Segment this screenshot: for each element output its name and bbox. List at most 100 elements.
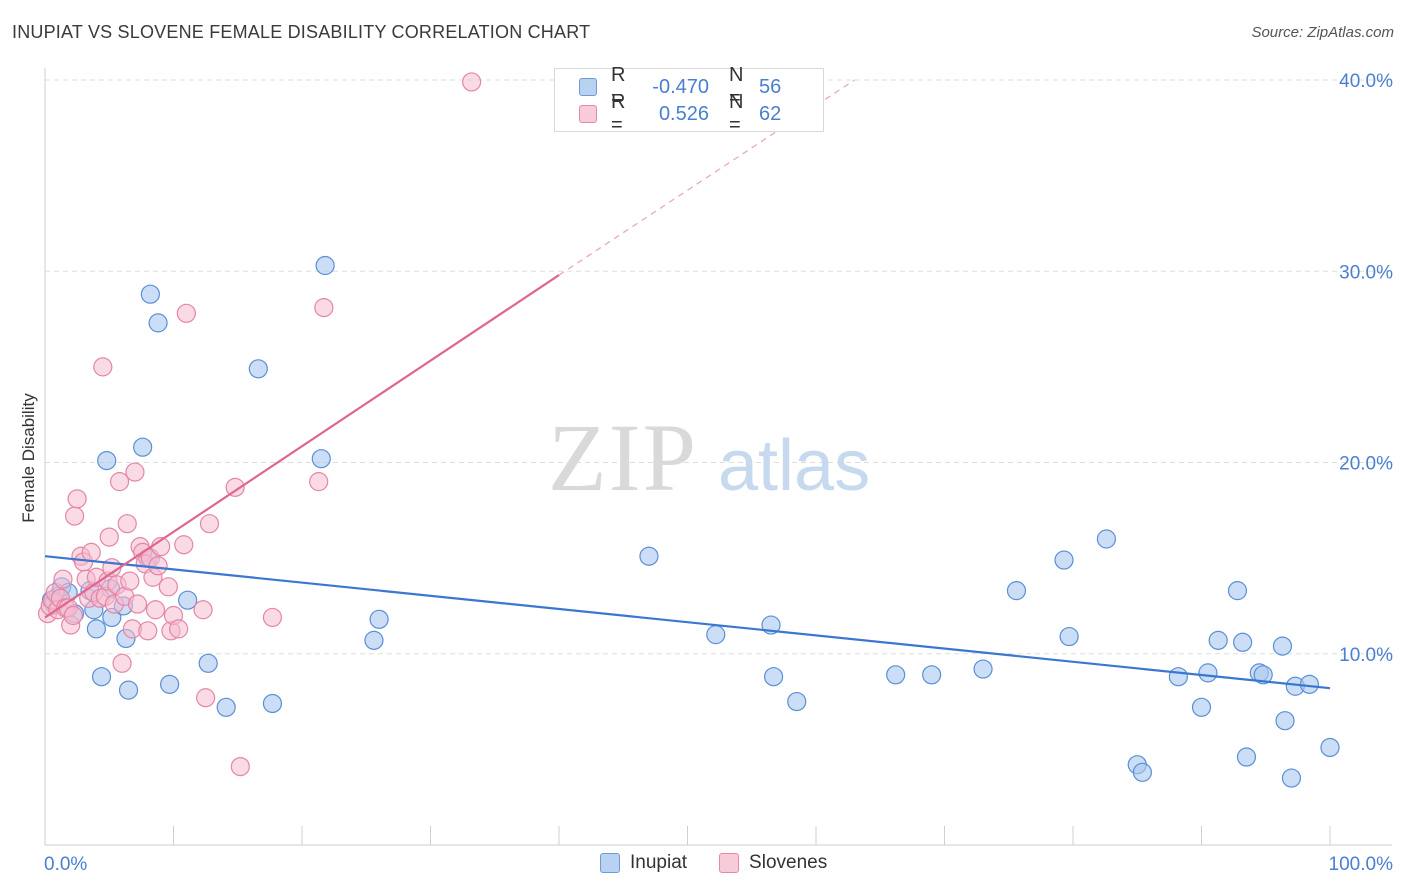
y-axis-label: Female Disability	[19, 393, 38, 523]
slovenes-point	[262, 607, 283, 628]
slovenes-point	[109, 472, 130, 492]
inupiat-point	[763, 667, 784, 687]
inupiat-point	[1233, 632, 1253, 652]
n-label: N =	[729, 64, 744, 109]
inupiat-point	[787, 691, 807, 712]
inupiat-point	[1198, 663, 1218, 683]
slovenes-point	[314, 297, 334, 318]
slovenes-trend-line	[44, 274, 560, 619]
watermark-atlas: atlas	[718, 426, 870, 506]
inupiat-point	[1253, 665, 1273, 685]
inupiat-r-value: -0.470	[652, 75, 709, 98]
inupiat-swatch	[579, 78, 597, 96]
slovenes-trend-extension	[558, 79, 855, 276]
slovenes-point	[169, 619, 189, 639]
inupiat-point	[364, 630, 384, 650]
inupiat-point	[639, 546, 659, 566]
slovenes-points	[37, 72, 482, 777]
inupiat-point	[160, 674, 180, 694]
inupiat-point	[706, 625, 726, 645]
slovenes-point	[176, 303, 196, 323]
inupiat-point	[315, 255, 335, 276]
inupiat-point	[262, 693, 283, 714]
inupiat-point	[1059, 626, 1079, 647]
slovenes-n-value: 62	[759, 102, 782, 125]
x-tick-label: 0.0%	[44, 854, 87, 875]
y-tick-label: 10.0%	[1339, 645, 1393, 666]
inupiat-point	[973, 659, 993, 679]
slovenes-point	[81, 542, 101, 562]
inupiat-point	[133, 437, 153, 457]
inupiat-point	[922, 665, 942, 685]
slovenes-point	[120, 571, 140, 591]
inupiat-point	[216, 697, 236, 717]
inupiat-point	[118, 680, 139, 700]
slovenes-point	[158, 577, 178, 597]
slovenes-swatch	[719, 853, 740, 873]
inupiat-point	[1096, 529, 1117, 549]
slovenes-point	[127, 594, 148, 614]
slovenes-point	[117, 514, 137, 534]
inupiat-point	[178, 590, 198, 610]
slovenes-point	[67, 489, 87, 509]
x-tick-label: 100.0%	[1329, 854, 1394, 875]
slovenes-point	[462, 72, 482, 92]
slovenes-point	[309, 472, 329, 492]
n-label: N =	[729, 91, 744, 136]
slovenes-point	[196, 688, 216, 708]
inupiat-point	[886, 665, 906, 685]
slovenes-point	[145, 600, 166, 620]
y-tick-label: 30.0%	[1339, 262, 1393, 283]
inupiat-point	[1320, 737, 1340, 758]
slovenes-point	[99, 527, 119, 547]
trend-lines	[44, 79, 1331, 690]
slovenes-point	[148, 556, 168, 576]
watermark: ZIP atlas	[548, 404, 870, 511]
inupiat-point	[97, 450, 117, 471]
y-tick-label: 40.0%	[1339, 71, 1393, 92]
inupiat-point	[1054, 550, 1074, 570]
slovenes-point	[63, 605, 83, 626]
source-label: Source: ZipAtlas.com	[1251, 24, 1394, 41]
slovenes-r-value: 0.526	[658, 102, 709, 125]
inupiat-points	[41, 255, 1340, 788]
inupiat-point	[86, 619, 107, 639]
slovenes-point	[225, 477, 245, 497]
tick-labels: 10.0% 20.0% 30.0% 40.0% 0.0% 100.0%	[44, 71, 1393, 875]
slovenes-point	[125, 462, 145, 482]
inupiat-point	[198, 653, 218, 673]
inupiat-point	[248, 359, 268, 379]
inupiat-point	[148, 313, 168, 333]
legend-row-inupiat: R = -0.470 N = 56	[579, 64, 782, 109]
slovenes-point	[53, 569, 73, 589]
legend-item-slovenes[interactable]: Slovenes	[719, 852, 827, 874]
slovenes-point	[138, 621, 158, 641]
legend-item-inupiat[interactable]: Inupiat	[600, 852, 687, 874]
inupiat-point	[1191, 697, 1212, 717]
slovenes-point	[112, 653, 132, 673]
slovenes-point	[193, 600, 213, 620]
inupiat-point	[1006, 581, 1027, 601]
inupiat-trend-line	[44, 555, 1331, 690]
inupiat-point	[1236, 747, 1257, 767]
chart-title: INUPIAT VS SLOVENE FEMALE DISABILITY COR…	[12, 22, 591, 42]
slovenes-point	[64, 506, 85, 526]
y-tick-label: 20.0%	[1339, 454, 1393, 475]
inupiat-point	[1272, 636, 1293, 656]
slovenes-point	[174, 535, 194, 555]
inupiat-swatch	[600, 853, 620, 873]
inupiat-point	[1208, 630, 1228, 650]
slovenes-swatch	[579, 105, 597, 123]
inupiat-point	[140, 284, 160, 304]
slovenes-point	[93, 357, 113, 377]
inupiat-point	[1281, 768, 1302, 788]
inupiat-point	[311, 449, 331, 469]
slovenes-legend-label: Slovenes	[749, 852, 828, 873]
inupiat-point	[1275, 711, 1295, 731]
grid-lines	[45, 79, 1392, 655]
inupiat-point	[91, 667, 112, 687]
r-label: R =	[611, 64, 626, 109]
inupiat-n-value: 56	[759, 75, 782, 98]
inupiat-point	[1227, 581, 1248, 601]
